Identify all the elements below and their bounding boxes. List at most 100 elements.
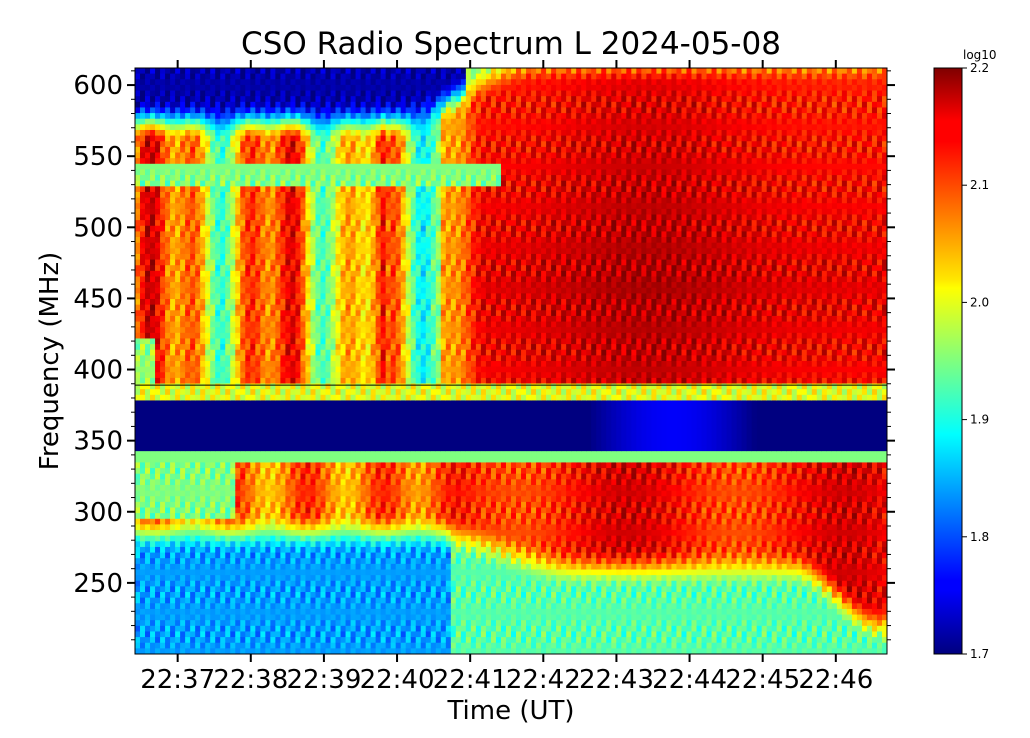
heatmap-cell — [290, 118, 297, 125]
heatmap-cell — [150, 338, 156, 345]
heatmap-cell — [140, 107, 146, 114]
heatmap-cell — [370, 484, 377, 492]
heatmap-cell — [155, 338, 161, 345]
heatmap-cell — [190, 642, 196, 649]
heatmap-cell — [170, 513, 176, 520]
heatmap-cell — [345, 468, 352, 475]
heatmap-cell — [200, 614, 206, 621]
heatmap-cell — [165, 541, 171, 548]
heatmap-cell — [220, 389, 226, 396]
heatmap-cell — [285, 253, 292, 261]
heatmap-cell — [230, 152, 236, 159]
heatmap-cell — [190, 355, 196, 362]
heatmap-cell — [275, 530, 281, 537]
heatmap-cell — [205, 451, 211, 458]
heatmap-cell — [250, 203, 256, 210]
heatmap-cell — [365, 146, 372, 154]
heatmap-cell — [370, 129, 377, 137]
heatmap-cell — [290, 648, 297, 654]
heatmap-cell — [155, 169, 161, 176]
heatmap-cell — [355, 456, 362, 464]
heatmap-cell — [175, 535, 181, 542]
heatmap-cell — [195, 428, 201, 435]
heatmap-cell — [320, 468, 327, 475]
heatmap-cell — [155, 270, 161, 278]
heatmap-cell — [135, 422, 141, 430]
heatmap-cell — [315, 180, 322, 187]
heatmap-cell — [155, 558, 161, 565]
heatmap-cell — [135, 237, 141, 244]
heatmap-cell — [195, 462, 201, 469]
heatmap-cell — [135, 282, 141, 289]
heatmap-cell — [195, 253, 201, 261]
heatmap-cell — [255, 642, 261, 649]
heatmap-cell — [295, 535, 302, 542]
heatmap-cell — [180, 501, 186, 509]
heatmap-cell — [345, 355, 352, 362]
heatmap-cell — [310, 518, 317, 525]
heatmap-cell — [225, 287, 231, 294]
heatmap-cell — [260, 473, 266, 480]
heatmap-cell — [170, 462, 176, 469]
heatmap-cell — [280, 293, 286, 300]
heatmap-cell — [260, 225, 266, 232]
heatmap-cell — [315, 242, 322, 249]
heatmap-cell — [180, 625, 186, 633]
heatmap-cell — [150, 603, 156, 610]
heatmap-cell — [345, 563, 352, 571]
heatmap-cell — [205, 400, 211, 407]
heatmap-cell — [185, 96, 191, 103]
heatmap-cell — [270, 597, 276, 604]
chart-title: CSO Radio Spectrum L 2024-05-08 — [241, 26, 781, 62]
heatmap-cell — [350, 518, 357, 525]
heatmap-cell — [160, 287, 166, 294]
heatmap-cell — [370, 445, 377, 452]
heatmap-cell — [365, 68, 372, 75]
heatmap-cell — [160, 259, 166, 266]
heatmap-cell — [255, 146, 261, 154]
heatmap-cell — [255, 535, 261, 542]
heatmap-cell — [155, 253, 161, 261]
heatmap-cell — [340, 422, 347, 430]
heatmap-cell — [355, 79, 362, 86]
heatmap-cell — [295, 299, 302, 306]
heatmap-cell — [220, 163, 226, 171]
heatmap-cell — [335, 355, 342, 362]
heatmap-cell — [275, 484, 281, 492]
heatmap-cell — [265, 158, 271, 165]
heatmap-cell — [170, 496, 176, 503]
heatmap-cell — [245, 282, 251, 289]
heatmap-cell — [280, 518, 286, 525]
heatmap-cell — [260, 479, 266, 486]
heatmap-cell — [285, 575, 292, 582]
heatmap-cell — [170, 248, 176, 255]
heatmap-cell — [365, 113, 372, 120]
heatmap-cell — [260, 501, 266, 509]
heatmap-cell — [245, 124, 251, 131]
heatmap-cell — [285, 372, 292, 379]
heatmap-cell — [180, 101, 186, 109]
heatmap-cell — [215, 552, 221, 559]
heatmap-cell — [360, 186, 367, 193]
heatmap-cell — [185, 603, 191, 610]
heatmap-cell — [220, 242, 226, 249]
heatmap-cell — [140, 422, 146, 430]
heatmap-cell — [350, 338, 357, 345]
heatmap-cell — [215, 338, 221, 345]
heatmap-cell — [235, 231, 241, 238]
heatmap-cell — [285, 530, 292, 537]
heatmap-cell — [300, 220, 307, 227]
heatmap-cell — [175, 530, 181, 537]
heatmap-cell — [335, 552, 342, 559]
heatmap-cell — [225, 310, 231, 317]
heatmap-cell — [320, 146, 327, 154]
heatmap-cell — [220, 372, 226, 379]
heatmap-cell — [175, 253, 181, 261]
heatmap-cell — [180, 270, 186, 278]
heatmap-cell — [200, 299, 206, 306]
heatmap-cell — [325, 265, 332, 272]
heatmap-cell — [200, 422, 206, 430]
heatmap-cell — [215, 608, 221, 616]
heatmap-cell — [185, 344, 191, 351]
heatmap-cell — [215, 214, 221, 221]
